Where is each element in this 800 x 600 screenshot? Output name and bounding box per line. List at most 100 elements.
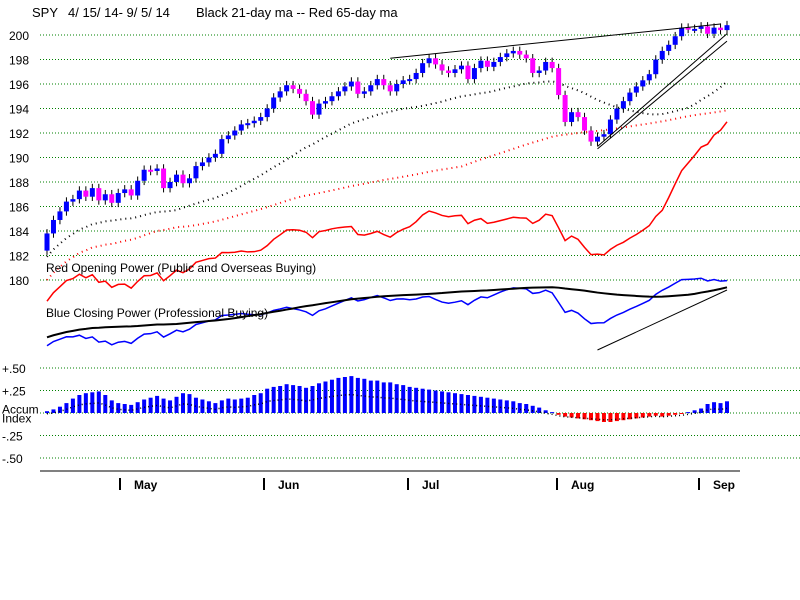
accum-bar bbox=[640, 413, 645, 418]
candle-body bbox=[141, 169, 147, 181]
accum-bar bbox=[517, 403, 522, 413]
candle-body bbox=[517, 50, 523, 55]
candle-body bbox=[219, 139, 225, 154]
accum-bar bbox=[200, 399, 205, 413]
price-tick-label: 194 bbox=[9, 103, 29, 117]
price-tick-label: 180 bbox=[9, 274, 29, 288]
candle-body bbox=[640, 80, 646, 87]
candle-body bbox=[523, 54, 529, 59]
accum-bar bbox=[362, 378, 367, 413]
accum-bar bbox=[265, 388, 270, 413]
accum-bar bbox=[563, 413, 568, 417]
accum-bar bbox=[135, 402, 140, 413]
accum-bar bbox=[109, 400, 114, 413]
candle-body bbox=[497, 57, 503, 62]
accum-bar bbox=[90, 392, 95, 413]
accum-bar bbox=[336, 377, 341, 413]
candle-body bbox=[471, 68, 477, 80]
accum-bar bbox=[576, 413, 581, 419]
accum-bar bbox=[142, 399, 147, 413]
accum-bar bbox=[168, 400, 173, 413]
candle-body bbox=[167, 182, 173, 189]
candle-body bbox=[174, 174, 180, 182]
candle-body bbox=[536, 70, 542, 73]
accum-bar bbox=[660, 413, 665, 417]
candle-body bbox=[186, 178, 192, 184]
price-tick-label: 184 bbox=[9, 225, 29, 239]
month-label: Jun bbox=[278, 478, 299, 492]
price-tick-label: 182 bbox=[9, 250, 29, 264]
candle-body bbox=[530, 58, 536, 73]
candle-body bbox=[484, 60, 490, 67]
price-tick-label: 198 bbox=[9, 54, 29, 68]
candle-body bbox=[193, 166, 199, 179]
accum-bar bbox=[103, 395, 108, 413]
accum-bar bbox=[155, 395, 160, 413]
blue-closing-power-line bbox=[46, 277, 728, 347]
candle-body bbox=[89, 188, 95, 197]
accum-tick-label: +.50 bbox=[2, 362, 26, 376]
candle-body bbox=[206, 157, 212, 163]
candle-body bbox=[297, 88, 303, 94]
accum-bar bbox=[718, 403, 723, 413]
candle-body bbox=[653, 59, 659, 75]
candle-body bbox=[284, 85, 290, 92]
accum-tick-label: Index bbox=[2, 412, 31, 426]
candle-body bbox=[271, 97, 277, 109]
accum-bar bbox=[245, 397, 250, 413]
accum-bar bbox=[96, 391, 101, 413]
accum-bar bbox=[595, 413, 600, 422]
candle-body bbox=[659, 50, 665, 60]
accum-bar bbox=[239, 398, 244, 413]
price-tick-label: 200 bbox=[9, 29, 29, 43]
ma65-line bbox=[46, 109, 728, 281]
candle-body bbox=[102, 194, 108, 201]
accum-bar bbox=[258, 393, 263, 413]
candle-body bbox=[342, 86, 348, 92]
accum-bar bbox=[129, 404, 134, 413]
candle-body bbox=[258, 117, 264, 121]
candle-body bbox=[478, 60, 484, 69]
candle-body bbox=[232, 130, 238, 136]
accum-bar bbox=[537, 407, 542, 413]
accum-bar bbox=[504, 400, 509, 413]
accum-bar bbox=[219, 400, 224, 413]
candle-body bbox=[310, 101, 316, 115]
red-opening-power-label: Red Opening Power (Public and Overseas B… bbox=[46, 261, 316, 275]
accum-tick-label: +.25 bbox=[2, 385, 26, 399]
candle-body bbox=[180, 174, 186, 184]
accum-bar bbox=[297, 386, 302, 413]
accum-bar bbox=[51, 409, 56, 413]
accum-bar bbox=[122, 404, 127, 413]
price-tick-label: 192 bbox=[9, 127, 29, 141]
accum-bar bbox=[45, 411, 49, 413]
month-label: May bbox=[134, 478, 158, 492]
candle-body bbox=[57, 211, 63, 220]
candle-body bbox=[569, 112, 575, 122]
candle-body bbox=[633, 86, 639, 93]
candle-body bbox=[575, 112, 581, 118]
accum-bar bbox=[491, 398, 496, 413]
accum-bar bbox=[83, 393, 88, 413]
accum-bar bbox=[433, 390, 438, 413]
candle-body bbox=[614, 108, 620, 120]
candle-body bbox=[465, 65, 471, 80]
candle-body bbox=[70, 199, 76, 202]
candle-body bbox=[620, 101, 626, 109]
trendlines bbox=[390, 23, 728, 150]
candle-body bbox=[355, 81, 361, 94]
candle-body bbox=[549, 61, 555, 69]
accum-bar bbox=[181, 393, 185, 413]
candle-body bbox=[698, 26, 704, 29]
accum-bar bbox=[705, 404, 710, 413]
candle-body bbox=[374, 79, 380, 86]
accum-bar bbox=[291, 385, 296, 413]
candle-body bbox=[212, 153, 218, 158]
accum-bar bbox=[187, 394, 192, 413]
accum-bar bbox=[498, 399, 503, 413]
candle-body bbox=[685, 27, 691, 30]
accum-bar bbox=[647, 413, 652, 417]
accum-bar bbox=[193, 397, 198, 413]
month-label: Jul bbox=[422, 478, 439, 492]
